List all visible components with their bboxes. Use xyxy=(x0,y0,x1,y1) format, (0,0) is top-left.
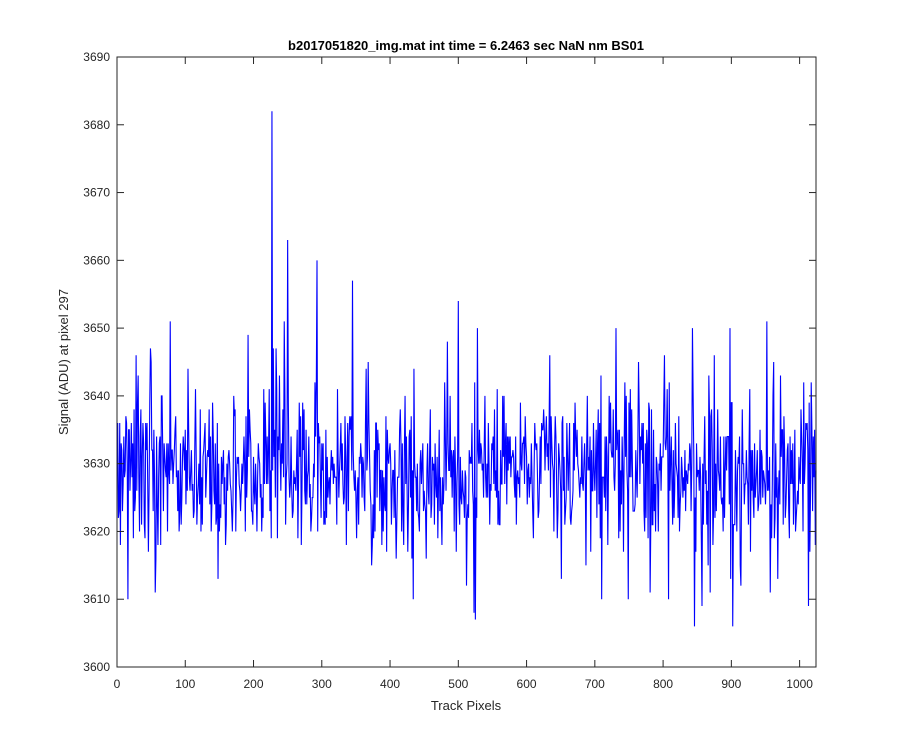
y-tick-label: 3610 xyxy=(83,592,110,606)
x-axis-title: Track Pixels xyxy=(431,698,502,713)
y-tick-label: 3680 xyxy=(83,118,110,132)
y-tick-label: 3640 xyxy=(83,389,110,403)
x-tick-label: 700 xyxy=(585,677,605,691)
axes-layer xyxy=(116,56,817,668)
x-tick-label: 100 xyxy=(175,677,195,691)
x-tick-label: 800 xyxy=(653,677,673,691)
y-tick-label: 3670 xyxy=(83,186,110,200)
y-tick-label: 3690 xyxy=(83,50,110,64)
x-tick-label: 1000 xyxy=(786,677,813,691)
y-tick-label: 3630 xyxy=(83,457,110,471)
y-tick-label: 3650 xyxy=(83,321,110,335)
axes-box xyxy=(116,56,817,668)
chart-title: b2017051820_img.mat int time = 6.2463 se… xyxy=(288,38,644,53)
x-tick-label: 900 xyxy=(721,677,741,691)
y-tick-label: 3620 xyxy=(83,524,110,538)
x-tick-label: 300 xyxy=(312,677,332,691)
series-layer xyxy=(117,111,817,627)
x-tick-label: 600 xyxy=(517,677,537,691)
y-axis-title: Signal (ADU) at pixel 297 xyxy=(56,289,71,435)
x-tick-label: 200 xyxy=(244,677,264,691)
ticks-layer: 0 100 200 300 400 500 600 700 800 900 1000 3600 3610… xyxy=(83,50,816,691)
x-tick-label: 400 xyxy=(380,677,400,691)
x-tick-label: 0 xyxy=(114,677,121,691)
y-tick-label: 3600 xyxy=(83,660,110,674)
x-tick-label: 500 xyxy=(448,677,468,691)
series-line xyxy=(117,111,817,627)
y-tick-label: 3660 xyxy=(83,253,110,267)
